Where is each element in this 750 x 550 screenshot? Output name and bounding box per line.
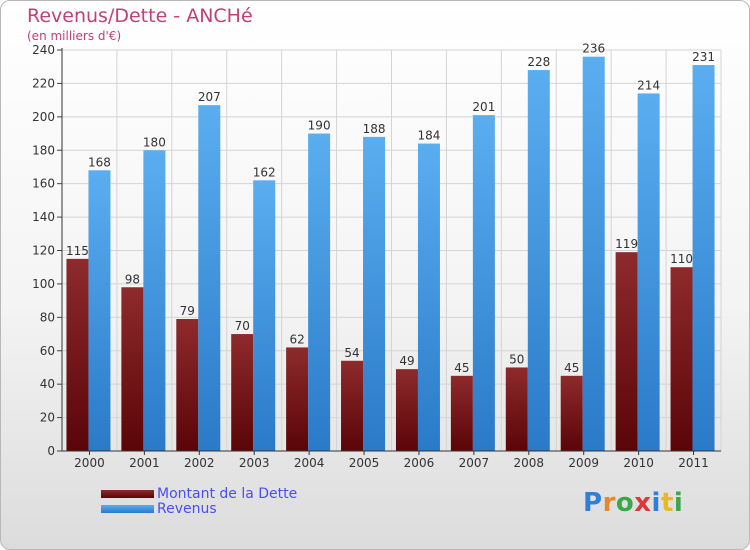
revenus-bar [692,65,715,451]
debt-bar [505,367,528,451]
debt-bar [176,319,199,451]
legend-swatch-debt [101,490,154,498]
chart-title: Revenus/Dette - ANCHé [27,5,253,27]
debt-bar-label: 98 [125,272,140,286]
debt-bar-label: 70 [235,319,250,333]
x-tick-label: 2010 [623,456,654,470]
debt-bar [670,267,693,451]
legend-label-revenus: Revenus [157,501,217,517]
y-tick-label: 40 [40,377,55,391]
revenus-bar-label: 188 [363,122,386,136]
x-tick-label: 2009 [568,456,599,470]
revenus-bar-label: 201 [472,100,495,114]
y-tick-label: 0 [47,444,55,458]
x-tick-label: 2003 [239,456,270,470]
debt-bar [121,287,144,451]
debt-bar [560,375,583,451]
logo-letter: i [673,488,684,518]
x-tick-label: 2005 [349,456,380,470]
debt-bar [395,369,418,451]
x-tick-label: 2002 [184,456,215,470]
revenus-bar [253,180,276,451]
y-tick-label: 60 [40,344,55,358]
debt-bar-label: 62 [289,332,304,346]
x-tick-label: 2006 [404,456,435,470]
debt-bar [286,347,309,451]
debt-bar-label: 115 [66,244,89,258]
logo-letter: P [583,488,603,518]
revenus-bar [143,150,166,451]
revenus-bar-label: 190 [308,119,331,133]
x-tick-label: 2008 [514,456,545,470]
debt-bar [66,258,89,451]
revenus-bar-label: 236 [582,42,605,56]
debt-bar-label: 79 [180,304,195,318]
revenus-bar [88,170,111,452]
y-tick-label: 80 [40,310,55,324]
y-tick-label: 20 [40,411,55,425]
revenus-bar-label: 168 [88,155,111,169]
revenus-bar-label: 214 [637,78,660,92]
debt-bar [450,375,473,451]
debt-bar-label: 45 [454,361,469,375]
debt-bar-label: 45 [564,361,579,375]
x-tick-label: 2011 [678,456,709,470]
y-tick-label: 100 [32,277,55,291]
logo-letter: t [660,488,674,518]
revenus-bar [637,93,660,452]
revenus-bar [417,143,440,452]
x-tick-label: 2000 [74,456,105,470]
debt-bar [615,252,638,451]
debt-bar-label: 54 [344,346,359,360]
revenus-bar [363,136,386,451]
y-tick-label: 140 [32,210,55,224]
debt-bar [341,360,364,451]
revenus-bar [308,133,331,451]
revenus-bar [582,56,605,451]
revenus-bar [198,105,221,451]
logo-letter: i [651,488,661,518]
debt-bar-label: 50 [509,352,524,366]
legend-swatch-revenus [101,505,154,513]
revenus-bar-label: 228 [527,55,550,69]
y-tick-label: 240 [32,43,55,57]
revenus-bar [472,115,495,451]
debt-bar-label: 49 [399,354,414,368]
proxiti-logo: Proxiti [583,488,683,518]
revenus-bar-label: 231 [692,50,715,64]
logo-letter: x [634,488,652,518]
x-tick-label: 2001 [129,456,160,470]
y-tick-label: 120 [32,244,55,258]
logo-letter: r [602,488,616,518]
chart-subtitle: (en milliers d'€) [27,29,122,43]
debt-bar-label: 110 [670,252,693,266]
revenus-bar-label: 162 [253,165,276,179]
y-tick-label: 200 [32,110,55,124]
revenus-bar-label: 207 [198,90,221,104]
revenus-bar-label: 180 [143,135,166,149]
debt-bar [231,334,254,451]
logo-letter: o [615,488,635,518]
revenus-bar-label: 184 [418,129,441,143]
revenus-bar [527,70,550,452]
x-tick-label: 2007 [459,456,490,470]
debt-bar-label: 119 [615,237,638,251]
y-tick-label: 180 [32,143,55,157]
y-tick-label: 160 [32,177,55,191]
x-tick-label: 2004 [294,456,325,470]
legend-label-debt: Montant de la Dette [157,486,298,502]
y-tick-label: 220 [32,76,55,90]
